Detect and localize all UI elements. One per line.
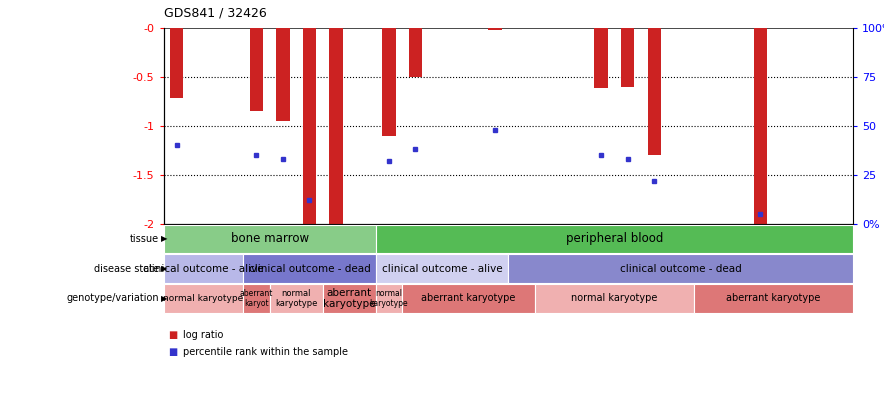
Text: ■: ■ — [168, 329, 177, 340]
Text: ▶: ▶ — [161, 264, 167, 273]
Bar — [489, 28, 502, 30]
Text: tissue: tissue — [130, 234, 159, 244]
Text: aberrant karyotype: aberrant karyotype — [727, 293, 820, 303]
Text: aberrant
karyot: aberrant karyot — [240, 289, 273, 308]
Text: ▶: ▶ — [161, 234, 167, 244]
Text: aberrant
karyotype: aberrant karyotype — [323, 287, 376, 309]
Text: aberrant karyotype: aberrant karyotype — [422, 293, 515, 303]
Text: clinical outcome - alive: clinical outcome - alive — [143, 264, 263, 274]
Text: normal karyotype: normal karyotype — [164, 294, 243, 303]
Bar — [170, 28, 184, 98]
Text: ▶: ▶ — [161, 294, 167, 303]
Text: log ratio: log ratio — [183, 329, 224, 340]
Bar — [409, 28, 423, 77]
Text: normal karyotype: normal karyotype — [571, 293, 658, 303]
Bar — [648, 28, 661, 155]
Text: clinical outcome - dead: clinical outcome - dead — [620, 264, 742, 274]
Text: ■: ■ — [168, 347, 177, 358]
Bar — [754, 28, 767, 224]
Bar — [277, 28, 290, 121]
Text: clinical outcome - dead: clinical outcome - dead — [248, 264, 370, 274]
Bar — [302, 28, 316, 228]
Text: disease state: disease state — [94, 264, 159, 274]
Bar — [621, 28, 635, 86]
Text: genotype/variation: genotype/variation — [66, 293, 159, 303]
Text: normal
karyotype: normal karyotype — [275, 289, 317, 308]
Text: bone marrow: bone marrow — [231, 232, 309, 246]
Bar — [383, 28, 396, 135]
Bar — [595, 28, 608, 88]
Text: peripheral blood: peripheral blood — [566, 232, 663, 246]
Text: percentile rank within the sample: percentile rank within the sample — [183, 347, 348, 358]
Bar — [330, 28, 343, 228]
Text: clinical outcome - alive: clinical outcome - alive — [382, 264, 502, 274]
Text: normal
karyotype: normal karyotype — [370, 289, 408, 308]
Bar — [250, 28, 263, 111]
Text: GDS841 / 32426: GDS841 / 32426 — [164, 7, 266, 20]
